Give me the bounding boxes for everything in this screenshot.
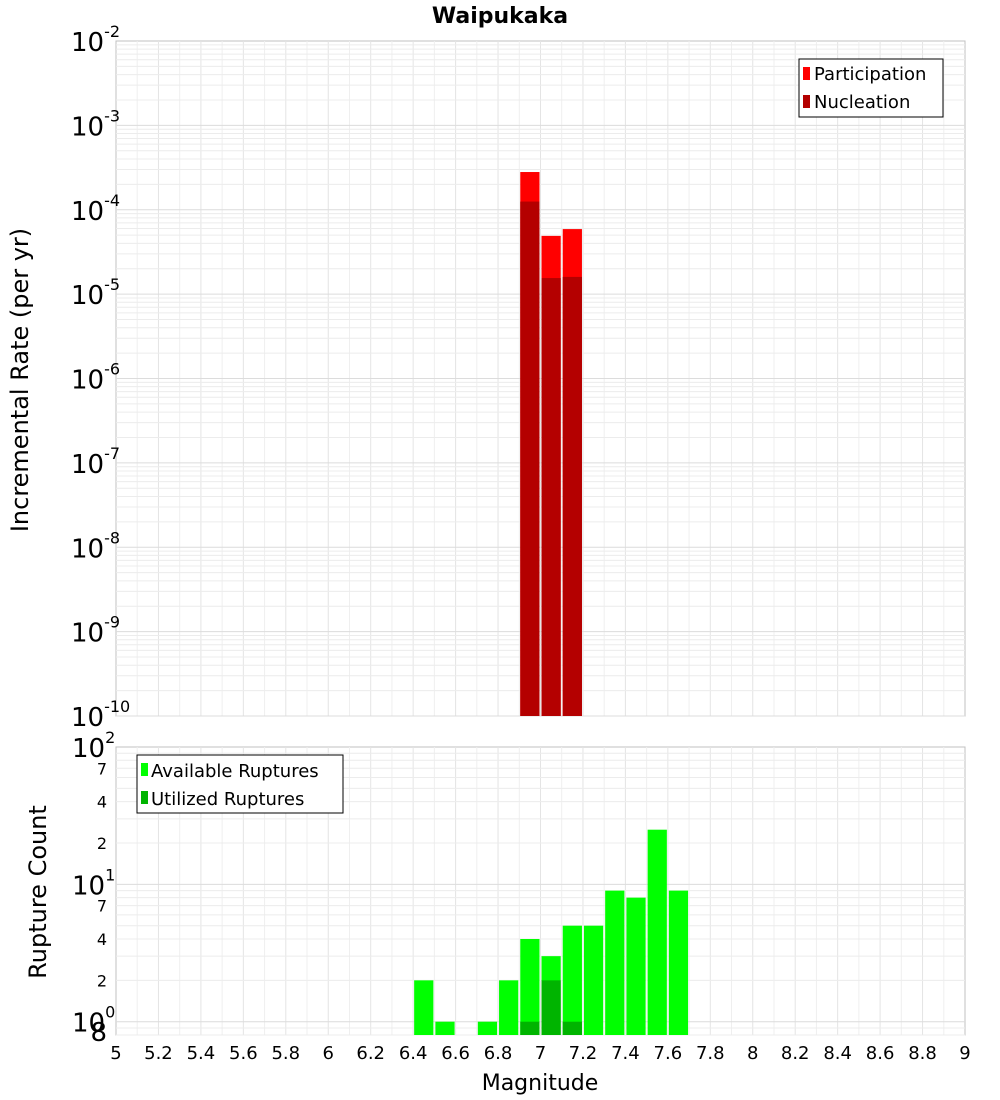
count-y-minor-tick-label: 4 [97, 930, 107, 949]
rate-panel: 10-2 10-3 10-4 10-5 10-6 10-7 10-8 10-9 10-10 In… [6, 22, 966, 733]
magnitude-x-tick-label: 5 [110, 1043, 121, 1064]
rate-bars [520, 172, 582, 717]
legend-swatch-participation [803, 67, 810, 80]
count-y-ticks: 102 101 100 7 4 2 7 4 2 8 [72, 728, 115, 1048]
magnitude-x-tick-label: 7 [535, 1043, 546, 1064]
magnitude-x-tick-label: 8.4 [823, 1043, 852, 1064]
nucleation-bar [541, 278, 561, 716]
magnitude-x-tick-label: 5.2 [144, 1043, 173, 1064]
rate-y-tick-label: 10-5 [71, 275, 120, 311]
rate-y-tick-label: 10-4 [71, 191, 120, 227]
magnitude-x-ticks: 5 5.2 5.4 5.6 5.8 6 6.2 6.4 6.6 6.8 7 7.2 7.4 7.6 7.8 8… [110, 1043, 970, 1064]
available-ruptures-bar [477, 1021, 498, 1035]
count-y-minor-tick-label: 2 [97, 971, 107, 990]
rate-y-tick-label: 10-6 [71, 360, 120, 396]
rate-legend: Participation Nucleation [798, 58, 944, 118]
chart-title: Waipukaka [432, 4, 568, 29]
count-legend-box [136, 754, 344, 814]
legend-label-available: Available Ruptures [151, 761, 319, 782]
utilized-ruptures-bar [541, 980, 561, 1035]
rate-y-tick-label: 10-10 [71, 697, 130, 733]
magnitude-x-tick-label: 5.4 [187, 1043, 216, 1064]
count-y-minor-tick-label: 8 [90, 1018, 107, 1048]
count-y-axis-label: Rupture Count [24, 805, 52, 979]
legend-label-utilized: Utilized Ruptures [151, 789, 304, 810]
magnitude-x-axis-label: Magnitude [482, 1071, 599, 1096]
magnitude-x-tick-label: 9 [959, 1043, 970, 1064]
legend-label-participation: Participation [814, 64, 926, 85]
magnitude-x-tick-label: 5.8 [271, 1043, 300, 1064]
available-ruptures-bar [605, 890, 625, 1035]
magnitude-x-tick-label: 7.4 [611, 1043, 640, 1064]
available-ruptures-bar [668, 890, 689, 1035]
count-y-minor-tick-label: 2 [97, 834, 107, 853]
count-bars [414, 829, 689, 1035]
utilized-ruptures-bar [520, 1021, 540, 1035]
available-ruptures-bar [499, 980, 519, 1035]
count-legend: Available Ruptures Utilized Ruptures [136, 754, 344, 814]
nucleation-bar [520, 201, 540, 716]
nucleation-bar [562, 276, 582, 716]
magnitude-x-tick-label: 6.4 [399, 1043, 428, 1064]
magnitude-x-tick-label: 6.6 [441, 1043, 470, 1064]
rate-y-tick-label: 10-7 [71, 444, 120, 480]
magnitude-x-tick-label: 5.6 [229, 1043, 258, 1064]
count-y-major-tick-label: 100 [72, 1003, 115, 1039]
magnitude-x-tick-label: 6 [323, 1043, 334, 1064]
available-ruptures-bar [520, 939, 540, 1035]
magnitude-x-tick-label: 7.2 [569, 1043, 598, 1064]
legend-swatch-utilized [141, 791, 148, 804]
count-y-minor-tick-label: 7 [97, 897, 107, 916]
magnitude-x-tick-label: 7.8 [696, 1043, 725, 1064]
magnitude-x-tick-label: 8.2 [781, 1043, 810, 1064]
count-y-major-tick-label: 101 [72, 865, 115, 901]
rate-y-axis-label: Incremental Rate (per yr) [6, 228, 34, 532]
legend-swatch-nucleation [803, 95, 810, 108]
available-ruptures-bar [583, 925, 604, 1035]
rate-y-tick-label: 10-3 [71, 106, 120, 142]
legend-swatch-available [141, 763, 148, 776]
rate-y-tick-label: 10-2 [71, 22, 120, 58]
available-ruptures-bar [562, 925, 582, 1035]
count-panel: 102 101 100 7 4 2 7 4 2 8 5 5.2 5.4 5.6 5.8 6 6.2 6.4 6.6… [24, 728, 971, 1096]
rate-y-ticks: 10-2 10-3 10-4 10-5 10-6 10-7 10-8 10-9 10-10 [71, 22, 130, 733]
count-y-minor-tick-label: 7 [97, 759, 107, 778]
count-gridlines [116, 747, 965, 1036]
available-ruptures-bar [626, 897, 646, 1035]
magnitude-x-tick-label: 6.8 [484, 1043, 513, 1064]
rate-legend-box [798, 58, 944, 118]
available-ruptures-bar [414, 980, 434, 1035]
magnitude-x-tick-label: 7.6 [654, 1043, 683, 1064]
rate-gridlines [116, 41, 965, 717]
magnitude-x-tick-label: 8.8 [908, 1043, 937, 1064]
available-ruptures-bar [435, 1021, 455, 1035]
magnitude-x-tick-label: 6.2 [356, 1043, 385, 1064]
rate-y-tick-label: 10-9 [71, 613, 120, 649]
magnitude-x-tick-label: 8 [747, 1043, 758, 1064]
count-y-minor-tick-label: 4 [97, 793, 107, 812]
legend-label-nucleation: Nucleation [814, 92, 910, 113]
count-y-major-tick-label: 102 [72, 728, 115, 764]
rate-y-tick-label: 10-8 [71, 528, 120, 564]
magnitude-x-tick-label: 8.6 [866, 1043, 895, 1064]
utilized-ruptures-bar [562, 1021, 582, 1035]
available-ruptures-bar [647, 829, 667, 1035]
